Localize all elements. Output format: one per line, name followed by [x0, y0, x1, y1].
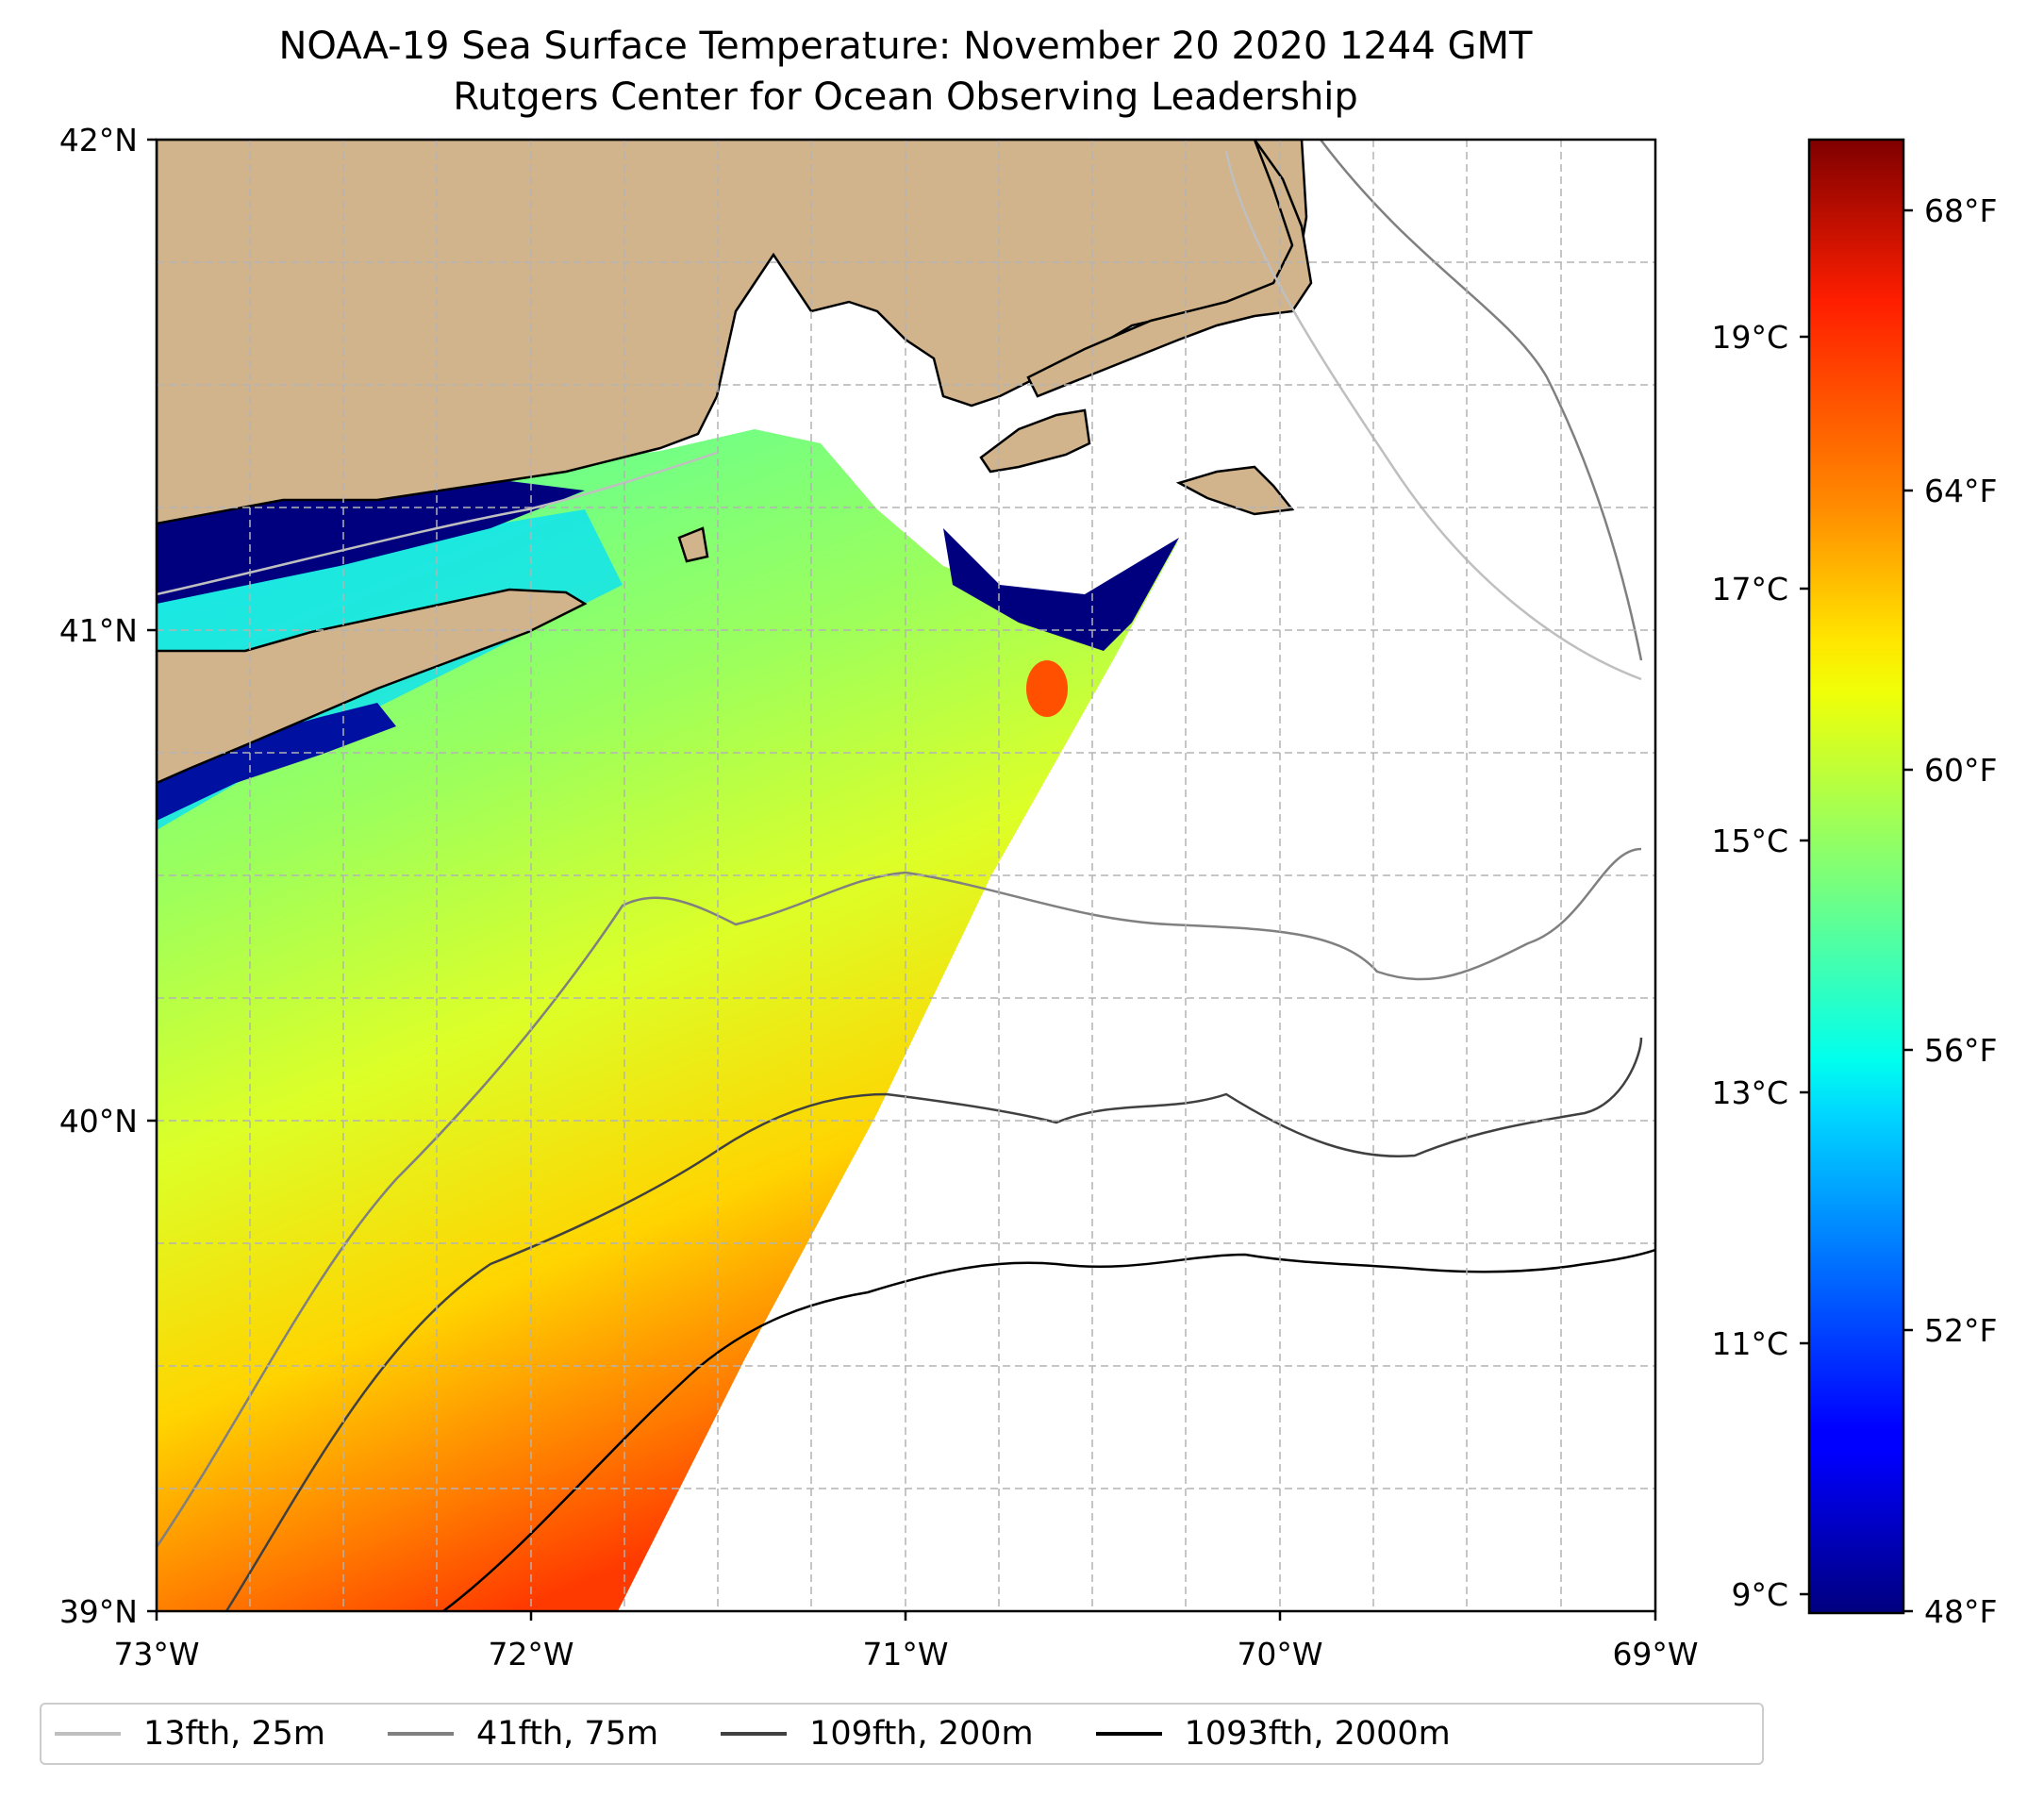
legend-item-75m: 41fth, 75m — [388, 1715, 658, 1753]
lon-tick-70w: 70°W — [1237, 1636, 1322, 1672]
land-cape-cod — [1026, 140, 1313, 398]
legend-label-200m: 109fth, 200m — [809, 1715, 1034, 1753]
lat-tick-39n: 39°N — [59, 1593, 138, 1630]
lat-tick-40n: 40°N — [59, 1103, 138, 1140]
legend-swatch-200m — [721, 1732, 788, 1736]
axis-ticks — [147, 138, 1657, 1621]
lon-tick-72w: 72°W — [488, 1636, 573, 1672]
sst-swath — [157, 429, 1179, 1611]
cbar-f-64: 64°F — [1924, 473, 1997, 509]
cbar-c-13: 13°C — [1711, 1074, 1788, 1111]
legend-swatch-25m — [55, 1732, 121, 1736]
gridlines — [157, 140, 1655, 1611]
colorbar-celsius-ticks — [1800, 335, 1809, 1596]
legend-label-2000m: 1093fth, 2000m — [1184, 1715, 1451, 1753]
cbar-f-56: 56°F — [1924, 1032, 1997, 1069]
contour-legend: 13fth, 25m 41fth, 75m 109fth, 200m 1093f… — [40, 1703, 1764, 1765]
legend-label-25m: 13fth, 25m — [143, 1715, 326, 1753]
land-nantucket — [1175, 465, 1295, 516]
legend-swatch-75m — [388, 1732, 455, 1736]
legend-swatch-2000m — [1095, 1732, 1162, 1736]
cbar-c-11: 11°C — [1711, 1325, 1788, 1362]
colorbar — [1807, 138, 1905, 1615]
land-marthas-vineyard — [979, 408, 1091, 474]
map-svg: 73°W 72°W 71°W 70°W 69°W 39°N 40°N 41°N … — [59, 122, 1998, 1672]
colorbar-fahrenheit-ticks — [1903, 208, 1913, 1613]
legend-item-2000m: 1093fth, 2000m — [1095, 1715, 1451, 1753]
cbar-c-19: 19°C — [1711, 319, 1788, 356]
legend-item-25m: 13fth, 25m — [55, 1715, 325, 1753]
lon-tick-73w: 73°W — [113, 1636, 199, 1672]
map-area — [157, 140, 1655, 1611]
lat-tick-42n: 42°N — [59, 122, 138, 158]
cbar-f-68: 68°F — [1924, 192, 1997, 229]
cbar-c-15: 15°C — [1711, 823, 1788, 859]
legend-label-75m: 41fth, 75m — [476, 1715, 659, 1753]
figure-subtitle: Rutgers Center for Ocean Observing Leade… — [453, 75, 1358, 119]
sst-warm-eddy — [1026, 660, 1068, 717]
cbar-f-52: 52°F — [1924, 1312, 1997, 1349]
sst-cold-shelf-east — [943, 528, 1179, 651]
land-block-island — [677, 526, 709, 563]
contour-25m — [157, 150, 1642, 681]
sst-cold-south-shore — [157, 703, 396, 821]
lat-tick-41n: 41°N — [59, 612, 138, 649]
contour-200m — [224, 1037, 1643, 1611]
cbar-c-9: 9°C — [1731, 1576, 1788, 1613]
land-long-island — [157, 588, 588, 785]
cbar-f-60: 60°F — [1924, 752, 1997, 789]
legend-item-200m: 109fth, 200m — [721, 1715, 1034, 1753]
lon-tick-69w: 69°W — [1612, 1636, 1698, 1672]
cbar-f-48: 48°F — [1924, 1593, 1997, 1630]
figure-title: NOAA-19 Sea Surface Temperature: Novembe… — [278, 25, 1533, 68]
contour-75m — [157, 140, 1643, 1548]
cbar-c-17: 17°C — [1711, 571, 1788, 607]
lon-tick-71w: 71°W — [862, 1636, 948, 1672]
contour-2000m — [442, 1248, 1655, 1611]
